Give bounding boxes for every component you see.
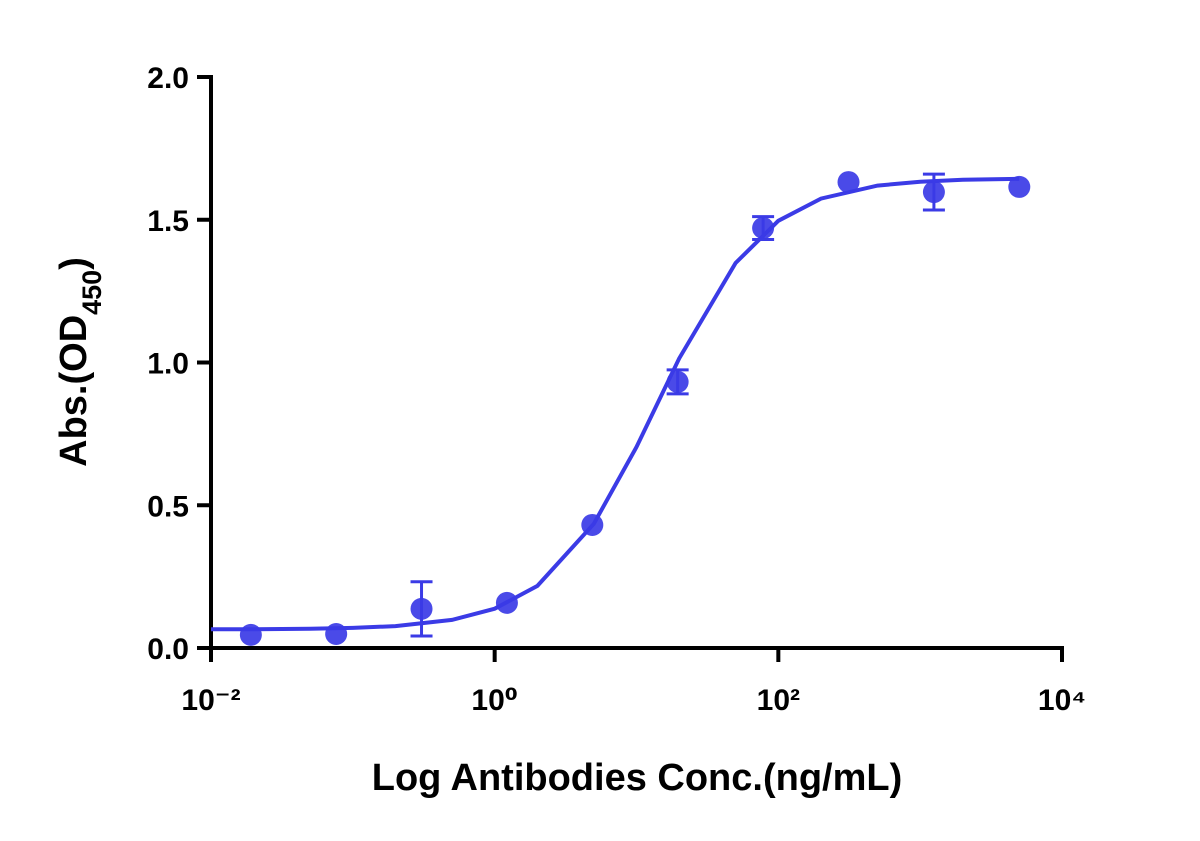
data-point xyxy=(922,181,945,204)
x-tick-label: 10² xyxy=(757,684,800,717)
data-point xyxy=(325,623,348,646)
y-tick-label: 0.5 xyxy=(147,490,189,523)
x-tick-label: 10⁴ xyxy=(1038,684,1086,717)
y-tick-label: 1.5 xyxy=(147,205,189,238)
y-tick-label: 1.0 xyxy=(147,348,189,381)
data-point xyxy=(581,513,604,536)
x-tick-label: 10⁰ xyxy=(471,684,518,717)
data-point xyxy=(1008,175,1031,198)
y-axis-title-sub: 450 xyxy=(77,270,107,315)
data-point xyxy=(239,623,262,646)
fit-curve xyxy=(210,176,1020,632)
data-point xyxy=(752,217,775,240)
x-tick-label: 10⁻² xyxy=(181,684,240,717)
y-axis-title: Abs.(OD450) xyxy=(53,257,107,467)
y-axis-title-end: ) xyxy=(53,257,95,270)
y-axis-title-main: Abs.(OD xyxy=(53,315,95,467)
y-tick-label: 2.0 xyxy=(147,62,189,95)
x-axis-title: Log Antibodies Conc.(ng/mL) xyxy=(372,757,903,799)
data-point xyxy=(495,591,518,614)
data-point xyxy=(410,597,433,620)
data-point xyxy=(666,370,689,393)
data-point xyxy=(837,171,860,194)
y-tick-label: 0.0 xyxy=(147,633,189,666)
